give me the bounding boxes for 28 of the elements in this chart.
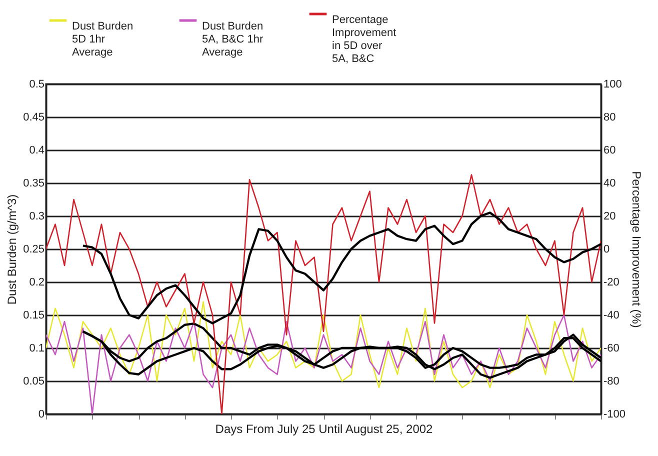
legend-label: Dust Burden 5D 1hr Average (72, 20, 134, 58)
y2-tick-label: 0 (604, 244, 610, 256)
y2-tick-label: -40 (604, 310, 620, 322)
y-tick-label: 0 (38, 408, 44, 420)
y-tick-label: 0.05 (23, 376, 44, 388)
legend-label: Percentage Improvement in 5D over 5A, B&C (332, 14, 396, 65)
y2-tick-label: 60 (604, 144, 616, 156)
y2-tick-label: -100 (604, 408, 626, 420)
y2-tick-label: 40 (604, 178, 616, 190)
y-tick-label: 0.1 (29, 342, 44, 354)
y-tick-label: 0.5 (29, 78, 44, 90)
y-axis-title: Dust Burden (g/m^3) (5, 194, 20, 305)
y2-tick-label: 100 (604, 78, 622, 90)
y2-axis-title: Percentage Improvement (%) (630, 171, 644, 328)
y2-tick-label: -20 (604, 276, 620, 288)
y-tick-label: 0.15 (23, 310, 44, 322)
y-tick-label: 0.25 (23, 244, 44, 256)
x-axis-title: Days From July 25 Until August 25, 2002 (215, 422, 434, 436)
y-tick-label: 0.45 (23, 112, 44, 124)
y2-tick-label: -60 (604, 342, 620, 354)
y-tick-label: 0.2 (29, 276, 44, 288)
legend-label: Dust Burden 5A, B&C 1hr Average (202, 20, 264, 58)
y2-tick-label: 80 (604, 112, 616, 124)
y2-tick-label: 20 (604, 210, 616, 222)
y2-tick-label: -80 (604, 376, 620, 388)
y-tick-label: 0.3 (29, 210, 44, 222)
y-tick-label: 0.35 (23, 178, 44, 190)
y-tick-label: 0.4 (29, 144, 44, 156)
